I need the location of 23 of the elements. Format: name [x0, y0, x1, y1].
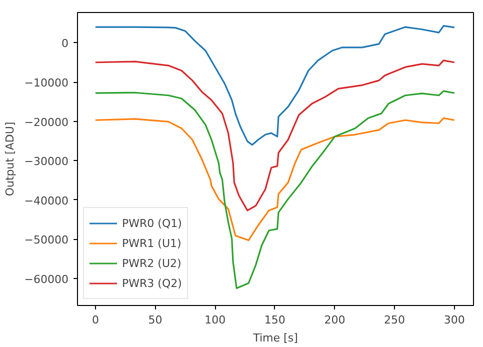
y-axis-title: Output [ADU]: [3, 122, 16, 196]
legend-label: PWR2 (U2): [122, 256, 182, 270]
y-tick-label: −60000: [24, 272, 69, 286]
line-series: [94, 90, 456, 290]
x-tick-label: 0: [92, 314, 99, 326]
legend-label: PWR3 (Q2): [122, 276, 182, 290]
line-series: [94, 25, 456, 146]
x-tick-label: 200: [324, 314, 346, 326]
y-tick-label: −40000: [24, 194, 69, 208]
y-tick-label: −10000: [24, 76, 69, 90]
legend-label: PWR0 (Q1): [122, 216, 182, 230]
x-tick-label: 50: [148, 314, 162, 326]
x-tick-label: 250: [384, 314, 406, 326]
y-tick-label: −30000: [24, 155, 69, 168]
line-series: [94, 60, 456, 212]
x-tick-label: 300: [444, 314, 465, 326]
y-tick-label: 0: [62, 37, 68, 50]
legend-label: PWR1 (U1): [122, 236, 182, 250]
x-tick-label: 100: [204, 314, 226, 326]
y-tick-label: −50000: [24, 234, 69, 247]
x-axis-title: Time [s]: [252, 332, 298, 344]
x-tick-label: 150: [264, 314, 286, 326]
y-tick-label: −20000: [24, 116, 69, 129]
